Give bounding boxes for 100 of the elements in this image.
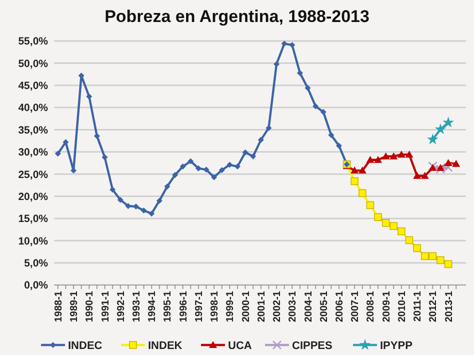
x-tick-label: 2004-1 bbox=[303, 290, 314, 322]
legend-label: INDEC bbox=[68, 340, 102, 352]
point bbox=[172, 172, 178, 178]
point bbox=[426, 134, 438, 144]
point bbox=[320, 108, 326, 115]
point bbox=[164, 184, 170, 190]
point bbox=[188, 158, 194, 164]
legend-label: UCA bbox=[228, 340, 252, 352]
point bbox=[218, 167, 225, 174]
x-tick-label: 2001-1 bbox=[256, 290, 268, 322]
point bbox=[374, 213, 382, 222]
point bbox=[304, 85, 311, 92]
point bbox=[444, 260, 452, 268]
x-tick-label: 1990-1 bbox=[84, 290, 96, 322]
point bbox=[250, 153, 256, 160]
point bbox=[336, 142, 342, 149]
point bbox=[420, 172, 429, 179]
point bbox=[390, 222, 398, 230]
point bbox=[452, 160, 460, 167]
point bbox=[281, 40, 288, 47]
x-tick-label: 2007-1 bbox=[350, 290, 362, 322]
x-tick-label: 2012-1 bbox=[428, 290, 440, 322]
point bbox=[444, 159, 452, 166]
x-tick-label: 1996-1 bbox=[178, 290, 190, 322]
x-tick-label: 1988-1 bbox=[53, 290, 64, 322]
point bbox=[358, 189, 366, 198]
point bbox=[374, 156, 382, 163]
x-tick-label: 1997-1 bbox=[194, 290, 205, 322]
y-tick-label: 40,0% bbox=[18, 102, 49, 114]
point bbox=[350, 177, 358, 186]
point bbox=[366, 201, 374, 210]
point bbox=[442, 116, 454, 128]
point bbox=[428, 252, 437, 260]
point bbox=[366, 156, 374, 163]
point bbox=[140, 207, 147, 214]
point bbox=[86, 93, 92, 100]
point bbox=[382, 152, 390, 160]
point bbox=[117, 196, 124, 203]
point bbox=[312, 103, 319, 110]
y-tick-label: 30,0% bbox=[18, 146, 49, 159]
x-tick-label: 1991-1 bbox=[100, 290, 112, 322]
point bbox=[436, 164, 444, 171]
point bbox=[211, 174, 218, 180]
point bbox=[420, 252, 429, 260]
x-tick-label: 2011-1 bbox=[412, 290, 424, 322]
point bbox=[405, 236, 414, 244]
point bbox=[350, 166, 359, 174]
x-tick-label: 2009-1 bbox=[381, 290, 392, 322]
point bbox=[203, 166, 210, 173]
y-tick-label: 35,0% bbox=[18, 124, 49, 136]
y-tick-label: 45,0% bbox=[18, 80, 49, 92]
point bbox=[102, 154, 108, 160]
x-tick-label: 1999-1 bbox=[225, 290, 236, 322]
point bbox=[382, 218, 390, 227]
y-tick-label: 50,0% bbox=[18, 58, 49, 70]
point bbox=[62, 139, 69, 146]
point bbox=[413, 172, 422, 179]
y-tick-label: 0,0% bbox=[24, 280, 49, 292]
point bbox=[434, 123, 446, 134]
point bbox=[428, 164, 437, 171]
x-tick-label: 2003-1 bbox=[288, 290, 299, 322]
y-tick-label: 20,0% bbox=[18, 190, 49, 203]
x-tick-label: 1998-1 bbox=[210, 290, 221, 322]
point bbox=[398, 227, 406, 236]
point bbox=[358, 166, 366, 174]
point bbox=[242, 149, 248, 156]
point bbox=[289, 42, 296, 48]
point bbox=[296, 70, 303, 76]
x-tick-label: 2008-1 bbox=[366, 290, 377, 322]
y-tick-label: 10,0% bbox=[18, 235, 49, 248]
legend-label: IPYPP bbox=[380, 340, 412, 352]
point bbox=[390, 152, 398, 160]
point bbox=[397, 150, 406, 158]
x-tick-label: 1993-1 bbox=[131, 290, 142, 322]
x-tick-label: 2000-1 bbox=[240, 290, 252, 322]
x-tick-label: 2005-1 bbox=[318, 290, 330, 322]
point bbox=[436, 256, 444, 264]
point bbox=[180, 164, 186, 170]
point bbox=[328, 132, 334, 138]
point bbox=[413, 244, 421, 252]
x-tick-label: 1989-1 bbox=[69, 290, 80, 322]
point bbox=[54, 150, 61, 157]
point bbox=[195, 165, 202, 172]
point bbox=[405, 150, 414, 158]
x-tick-label: 1994-1 bbox=[147, 290, 158, 322]
y-tick-label: 15,0% bbox=[18, 213, 49, 226]
chart-title: Pobreza en Argentina, 1988-2013 bbox=[104, 7, 370, 26]
x-tick-label: 2010-1 bbox=[396, 290, 408, 322]
point bbox=[258, 136, 264, 143]
y-tick-label: 5,0% bbox=[24, 257, 49, 270]
point bbox=[156, 198, 162, 204]
point bbox=[110, 186, 116, 193]
point bbox=[226, 162, 233, 168]
y-tick-label: 25,0% bbox=[18, 168, 49, 181]
legend-label: INDEK bbox=[148, 340, 182, 352]
x-tick-label: 2013-1 bbox=[444, 290, 455, 322]
point bbox=[148, 210, 155, 217]
x-tick-label: 2006-1 bbox=[334, 290, 346, 322]
x-tick-label: 2002-1 bbox=[272, 290, 284, 322]
x-tick-label: 1992-1 bbox=[116, 290, 127, 322]
